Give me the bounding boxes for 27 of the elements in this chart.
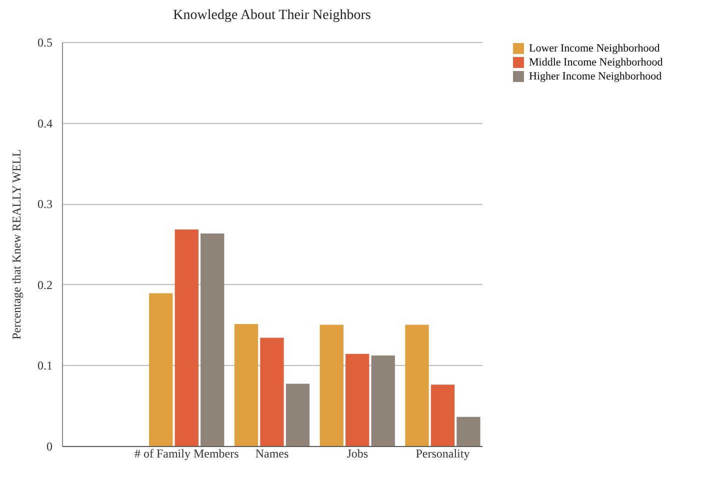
y-tick-label: 0.5 <box>38 36 52 50</box>
y-tick-label: 0.3 <box>38 197 52 212</box>
bar <box>430 384 455 446</box>
legend-label: Lower Income Neighborhood <box>529 42 660 54</box>
y-tick-label: 0.1 <box>38 358 52 373</box>
x-tick-label: Names <box>255 446 289 460</box>
chart-title: Knowledge About Their Neighbors <box>173 8 371 23</box>
bar <box>405 324 429 446</box>
bar <box>149 293 173 446</box>
y-tick-label: 0 <box>46 440 52 454</box>
bar <box>260 338 284 446</box>
legend-label: Higher Income Neighborhood <box>529 70 662 82</box>
bar <box>346 354 370 446</box>
y-tick-label: 0.4 <box>38 116 52 130</box>
legend-label: Middle Income Neighborhood <box>529 56 664 68</box>
bar <box>174 229 198 446</box>
x-tick-label: # of Family Members <box>134 446 240 460</box>
bar <box>320 324 344 446</box>
bar <box>234 324 258 446</box>
bar <box>200 233 224 446</box>
bar <box>286 384 310 446</box>
bar <box>456 416 480 446</box>
x-tick-label: Jobs <box>346 446 368 460</box>
y-tick-label: 0.2 <box>38 278 52 292</box>
y-axis-title: Percentage that Knew REALLY WELL <box>10 149 24 340</box>
bar <box>371 356 395 446</box>
x-tick-label: Personality <box>416 446 470 460</box>
